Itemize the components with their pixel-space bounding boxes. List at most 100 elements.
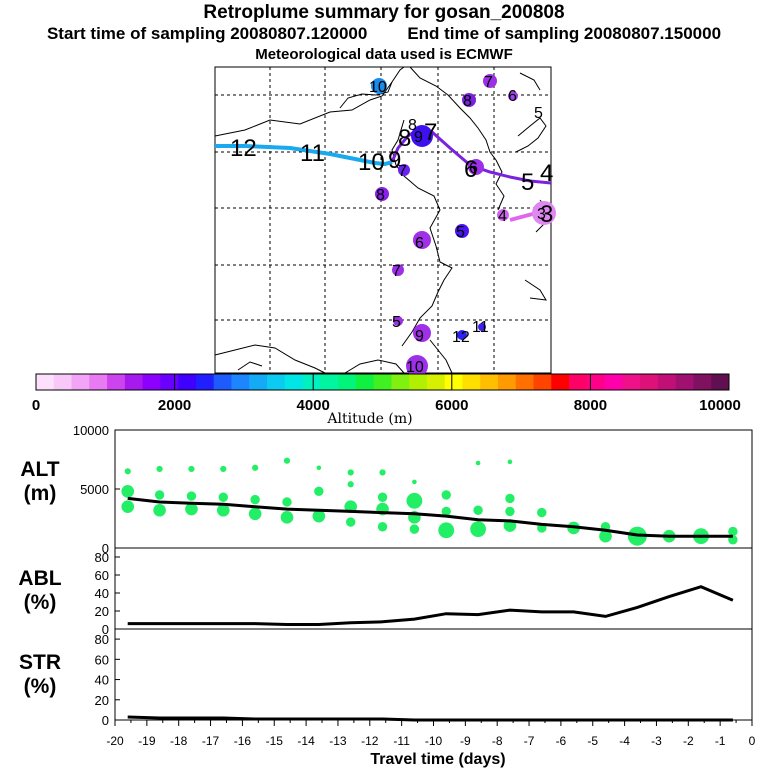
colorbar-cell	[160, 374, 179, 390]
colorbar-cell	[569, 374, 588, 390]
x-tick-label: -11	[393, 734, 410, 748]
alt-cluster-point	[728, 526, 738, 537]
alt-cluster-point	[188, 465, 195, 473]
x-tick-label: -15	[266, 734, 284, 748]
alt-cluster-point	[409, 524, 420, 534]
traj-label: 7	[424, 119, 437, 146]
y-tick-label: 80	[95, 632, 109, 647]
y-tick-label: 5000	[80, 482, 109, 497]
colorbar-cell	[391, 374, 410, 390]
alt-cluster-point	[537, 507, 547, 518]
altitude-colorbar: 0 2000 4000 6000 8000 10000 Altitude (m)	[32, 373, 741, 427]
plume-cluster-circles	[371, 74, 556, 377]
cluster-label: 7	[398, 163, 407, 180]
colorbar-tick: 6000	[435, 397, 468, 414]
x-tick-label: -6	[556, 734, 567, 748]
cluster-label: 6	[469, 160, 478, 177]
alt-cluster-point	[599, 529, 612, 543]
alt-cluster-point	[377, 492, 388, 502]
x-axis: -20 -19 -18 -17 -16 -15 -14 -13 -12 -11 -10 -9 -8 -7-…	[106, 720, 756, 748]
traj-label: 9	[388, 147, 401, 174]
colorbar-cell	[355, 374, 375, 390]
map-frame	[214, 66, 552, 374]
colorbar-cell	[178, 374, 197, 390]
str-unit: (%)	[24, 675, 57, 698]
x-tick-label: -16	[234, 734, 252, 748]
traj-label: 5	[521, 169, 534, 196]
colorbar-cell	[231, 374, 250, 390]
start-time-label: Start time of sampling 20080807.120000	[46, 24, 368, 43]
alt-scatter-points	[121, 457, 738, 546]
alt-cluster-point	[218, 492, 228, 502]
x-tick-label: -18	[170, 734, 188, 748]
x-tick-label: -14	[297, 734, 315, 748]
end-time-label: End time of sampling 20080807.150000	[407, 24, 722, 43]
x-tick-label: 0	[749, 734, 756, 748]
alt-cluster-point	[314, 486, 324, 497]
colorbar-cell	[604, 374, 623, 390]
colorbar-ticks: 0 2000 4000 6000 8000 10000	[32, 397, 741, 414]
alt-yticks: 0 5000 10000	[73, 423, 120, 556]
alt-cluster-point	[156, 465, 163, 473]
alt-cluster-point	[282, 497, 292, 507]
alt-label: ALT	[20, 458, 59, 481]
str-yticks: 0 20 40 60 80	[95, 632, 120, 728]
x-tick-label: -9	[460, 734, 471, 748]
alt-cluster-point	[280, 511, 294, 524]
y-tick-label: 20	[95, 693, 109, 708]
alt-cluster-point	[505, 493, 515, 504]
cluster-label: 8	[376, 187, 385, 204]
alt-cluster-point	[438, 522, 455, 539]
colorbar-cell	[284, 374, 304, 390]
x-tick-label: -10	[425, 734, 443, 748]
abl-unit: (%)	[24, 591, 57, 614]
alt-cluster-point	[283, 457, 291, 464]
cluster-day-labels: 10 7 8 6 5 4 8 6 5 9 12 11 10 9 8 7 6 5 …	[369, 74, 546, 376]
colorbar-cell	[142, 374, 161, 390]
x-axis-label: Travel time (days)	[370, 751, 505, 768]
alt-cluster-point	[124, 468, 131, 475]
sampling-times: Start time of sampling 20080807.120000 En…	[0, 24, 768, 44]
x-tick-label: -8	[492, 734, 503, 748]
alt-mean-line	[127, 496, 733, 538]
alt-cluster-point	[248, 507, 262, 521]
str-frame	[114, 628, 753, 721]
trajectory-line-east	[390, 126, 552, 185]
abl-yticks: 0 20 40 60 80	[95, 550, 120, 637]
colorbar-cell	[675, 374, 694, 390]
alt-cluster-point	[216, 503, 230, 517]
alt-cluster-point	[505, 506, 515, 517]
colorbar-cell	[657, 374, 677, 390]
x-tick-label: -17	[202, 734, 220, 748]
x-tick-label: -7	[524, 734, 535, 748]
colorbar-cell	[249, 374, 268, 390]
colorbar-cell	[498, 374, 517, 390]
colorbar-cell	[409, 374, 428, 390]
colorbar-cell	[195, 374, 215, 390]
coastlines	[214, 66, 549, 374]
alt-cluster-point	[185, 502, 198, 516]
trajectory-line-west	[215, 144, 393, 167]
alt-cluster-point	[345, 517, 356, 527]
traj-label: 10	[358, 149, 385, 176]
cluster-label: 4	[498, 208, 507, 225]
alt-cluster-point	[154, 490, 165, 500]
colorbar-tick: 8000	[574, 397, 607, 414]
y-tick-label: 40	[95, 673, 109, 688]
x-tick-label: -4	[619, 734, 630, 748]
colorbar-cell	[426, 374, 446, 390]
alt-panel: 0 5000 10000 ALT (m)	[20, 423, 753, 556]
cluster-label: 7	[484, 74, 493, 91]
abl-label: ABL	[18, 567, 61, 590]
cluster-label: 7	[392, 263, 401, 280]
colorbar-cell	[107, 374, 126, 390]
alt-cluster-point	[220, 465, 227, 473]
alt-cluster-point	[377, 522, 388, 532]
met-data-label: Meteorological data used is ECMWF	[255, 46, 513, 63]
x-tick-label: -13	[329, 734, 347, 748]
colorbar-cell	[89, 374, 108, 390]
cluster-label: 5	[392, 314, 401, 331]
colorbar-cell	[586, 374, 606, 390]
x-tick-label: -20	[106, 734, 124, 748]
cluster-label: 8	[463, 93, 472, 110]
